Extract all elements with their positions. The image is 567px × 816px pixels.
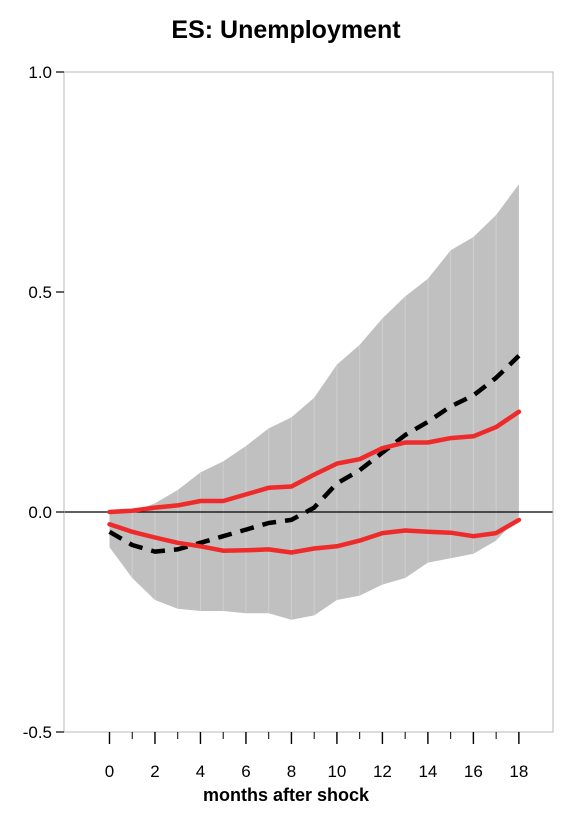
x-tick-label: 10 xyxy=(327,762,346,781)
series-line-dashed xyxy=(108,354,521,554)
plot-frame xyxy=(63,71,554,733)
x-tick-label: 16 xyxy=(464,762,483,781)
plot-area xyxy=(64,184,553,620)
y-tick-label: 0.0 xyxy=(28,503,52,522)
y-tick-label: 0.5 xyxy=(28,283,52,302)
x-tick-label: 4 xyxy=(196,762,205,781)
y-tick-label: 1.0 xyxy=(28,63,52,82)
axes: -0.5 0.0 0.5 1.0 0 2 4 6 8 10 12 14 16 18 xyxy=(23,63,554,781)
x-tick-label: 12 xyxy=(373,762,392,781)
x-tick-label: 6 xyxy=(241,762,250,781)
x-tick-label: 2 xyxy=(150,762,159,781)
x-tick-label: 18 xyxy=(509,762,528,781)
series-line-2 xyxy=(107,517,522,555)
x-axis-label: months after shock xyxy=(203,785,370,805)
x-tick-label: 14 xyxy=(418,762,437,781)
y-tick-label: -0.5 xyxy=(23,723,52,742)
x-tick-label: 0 xyxy=(105,762,114,781)
chart-title: ES: Unemployment xyxy=(171,16,401,44)
x-tick-label: 8 xyxy=(287,762,296,781)
series-line-1 xyxy=(107,409,522,515)
